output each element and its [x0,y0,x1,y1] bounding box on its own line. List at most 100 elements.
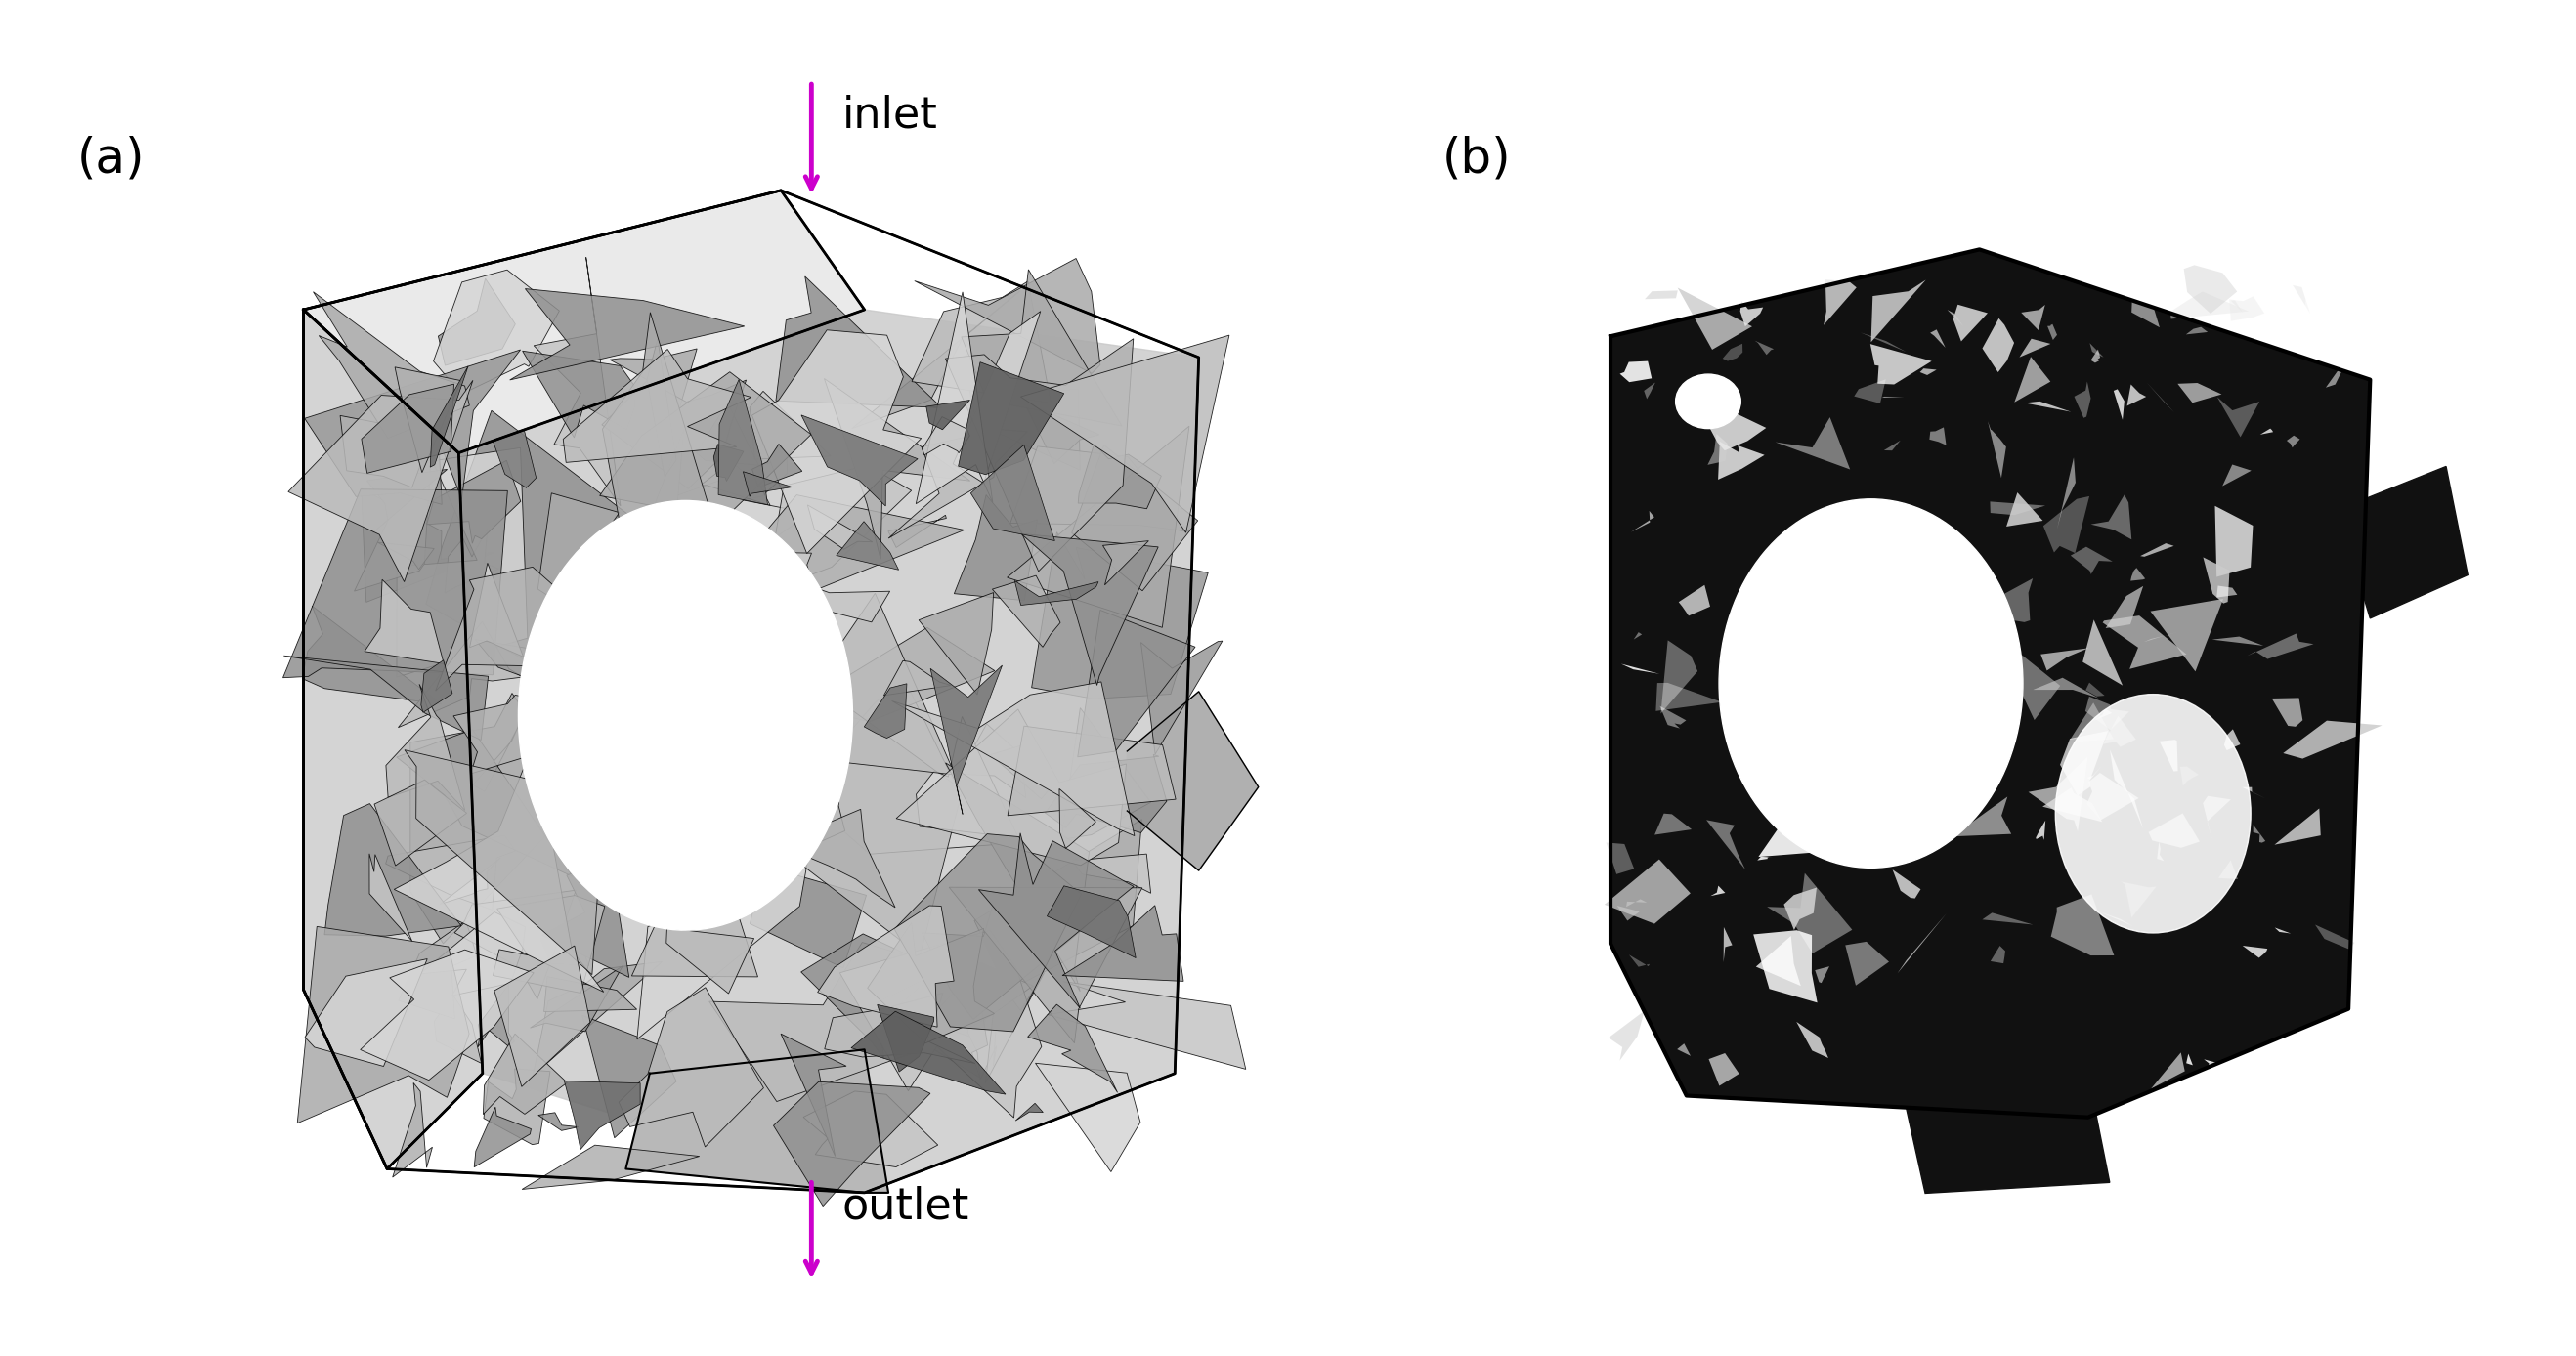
Polygon shape [2089,343,2105,357]
Polygon shape [1128,692,1260,871]
Polygon shape [1870,344,1932,385]
Polygon shape [1072,854,1151,894]
Polygon shape [1839,765,1917,846]
Polygon shape [2130,279,2159,327]
Polygon shape [340,415,433,488]
Polygon shape [603,312,726,561]
Polygon shape [958,362,1064,475]
Polygon shape [1904,1074,2110,1193]
Polygon shape [376,542,435,570]
Polygon shape [781,1033,848,1157]
Polygon shape [1775,418,1850,469]
Polygon shape [963,353,1079,471]
Polygon shape [2241,786,2264,799]
Polygon shape [2293,285,2311,313]
Polygon shape [538,1112,580,1131]
Polygon shape [1909,728,1958,808]
Polygon shape [706,683,963,959]
Text: (b): (b) [1443,136,1512,183]
Polygon shape [1754,340,1775,355]
Polygon shape [2287,435,2300,447]
Polygon shape [510,289,744,380]
Polygon shape [2159,740,2177,772]
Polygon shape [920,593,994,694]
Polygon shape [2187,327,2208,335]
Polygon shape [775,277,943,408]
Polygon shape [2071,702,2115,742]
Polygon shape [1870,654,1919,679]
Polygon shape [1633,1054,1685,1097]
Polygon shape [283,656,489,740]
Polygon shape [289,381,474,582]
Polygon shape [804,1092,938,1168]
Polygon shape [283,490,507,678]
Polygon shape [361,949,533,1081]
Polygon shape [894,834,1082,1032]
Polygon shape [2202,557,2231,603]
Polygon shape [773,465,912,584]
Polygon shape [1801,776,1847,812]
Polygon shape [2035,820,2045,841]
Polygon shape [1007,725,1175,815]
Polygon shape [2231,301,2244,313]
Polygon shape [469,563,523,656]
Polygon shape [1007,426,1190,628]
Polygon shape [1705,820,1747,869]
Text: inlet: inlet [842,95,938,136]
Polygon shape [1061,906,1182,982]
Polygon shape [1757,936,1801,986]
Polygon shape [531,965,623,1032]
Polygon shape [582,1016,677,1138]
Polygon shape [1046,885,1136,957]
Polygon shape [1873,530,1953,606]
Polygon shape [989,746,1056,799]
Polygon shape [2025,401,2071,412]
Polygon shape [979,833,1133,1009]
Polygon shape [428,461,520,544]
Polygon shape [647,339,677,477]
Polygon shape [2074,381,2092,418]
Polygon shape [1618,906,1638,921]
Polygon shape [750,391,832,460]
Polygon shape [667,928,755,994]
Polygon shape [2187,1054,2192,1066]
Polygon shape [523,1146,701,1189]
Polygon shape [1984,913,2032,925]
Polygon shape [752,443,801,488]
Polygon shape [654,430,683,519]
Polygon shape [1662,640,1698,713]
Polygon shape [1757,857,1775,860]
Polygon shape [1991,945,2004,963]
Polygon shape [304,309,482,1169]
Polygon shape [708,942,951,1101]
Polygon shape [878,1005,935,1071]
Polygon shape [2316,925,2354,949]
Polygon shape [2177,382,2221,403]
Polygon shape [495,945,590,1086]
Polygon shape [1708,434,1728,465]
Polygon shape [2081,620,2123,686]
Polygon shape [1015,580,1097,605]
Polygon shape [974,819,1141,991]
Polygon shape [945,339,1133,571]
Polygon shape [430,366,469,468]
Polygon shape [2020,339,2050,357]
Polygon shape [917,716,1018,838]
Polygon shape [2092,350,2099,363]
Polygon shape [1625,899,1646,907]
Polygon shape [889,515,945,548]
Polygon shape [1020,335,1229,533]
Polygon shape [410,693,582,944]
Polygon shape [1883,441,1901,450]
Polygon shape [2007,492,2043,526]
Polygon shape [806,584,889,622]
Polygon shape [399,621,523,728]
Polygon shape [2087,773,2138,820]
Polygon shape [492,895,605,993]
Polygon shape [1072,445,1198,591]
Polygon shape [479,984,515,1047]
Polygon shape [1795,1022,1829,1058]
Polygon shape [2043,788,2102,822]
Polygon shape [304,190,866,453]
Polygon shape [752,330,922,553]
